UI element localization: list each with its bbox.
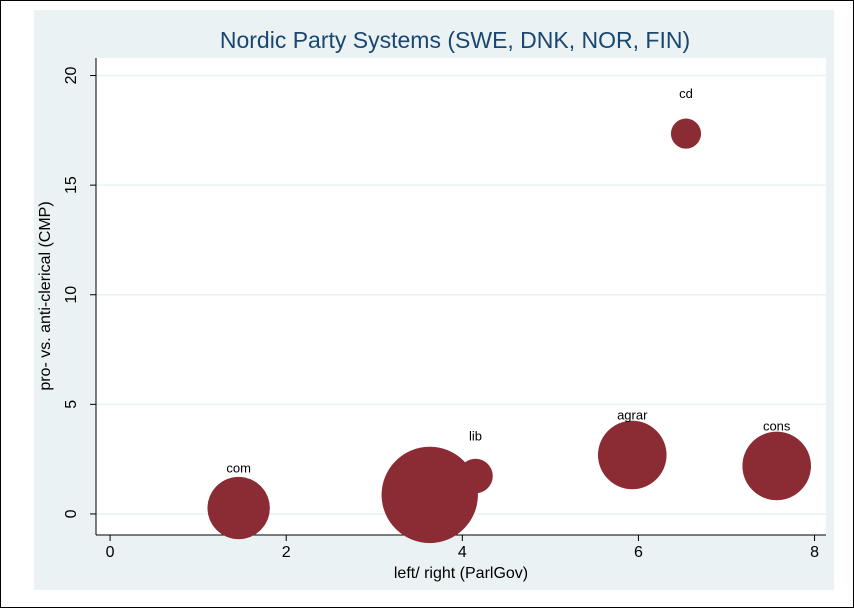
bubble <box>597 420 667 490</box>
x-tick-label: 8 <box>810 544 819 561</box>
bubble <box>207 476 270 540</box>
x-axis-label: left/ right (ParlGov) <box>394 565 528 582</box>
bubble <box>670 118 702 149</box>
x-tick-label: 6 <box>634 544 643 561</box>
y-tick-label: 10 <box>63 286 80 304</box>
x-tick-label: 2 <box>282 544 291 561</box>
data-label: cd <box>679 86 693 101</box>
data-label: com <box>226 460 251 475</box>
bubble <box>742 431 811 501</box>
y-tick-label: 0 <box>63 509 80 518</box>
data-label: cons <box>763 418 791 433</box>
x-tick-label: 4 <box>458 544 467 561</box>
chart-title: Nordic Party Systems (SWE, DNK, NOR, FIN… <box>220 27 690 53</box>
y-tick-label: 15 <box>63 176 80 194</box>
bubble <box>381 446 478 544</box>
data-label: lib <box>469 428 482 443</box>
y-tick-label: 5 <box>63 400 80 409</box>
x-tick-label: 0 <box>106 544 115 561</box>
y-tick-label: 20 <box>63 67 80 85</box>
y-axis-label: pro- vs. anti-clerical (CMP) <box>37 201 54 390</box>
plot-area <box>96 58 826 535</box>
bubble <box>458 458 493 494</box>
data-label: agrar <box>617 407 648 422</box>
